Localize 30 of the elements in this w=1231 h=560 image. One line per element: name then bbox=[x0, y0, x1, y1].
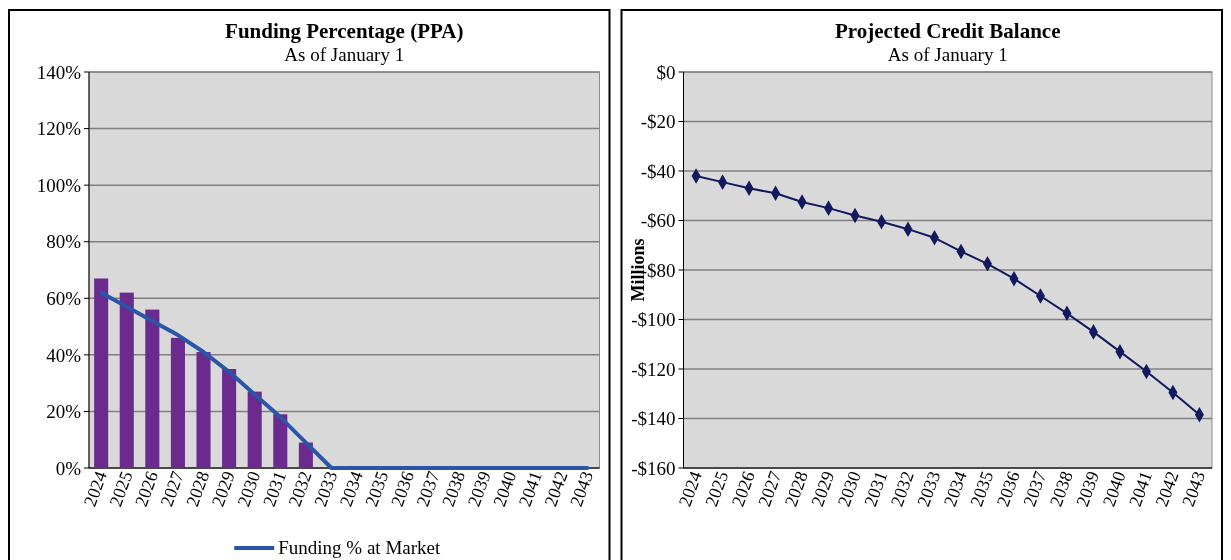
y-tick-label: 20% bbox=[46, 401, 82, 423]
y-tick-label: 80% bbox=[46, 231, 82, 253]
y-tick-label: -$60 bbox=[640, 210, 676, 232]
y-tick-label: 120% bbox=[36, 118, 82, 140]
bar bbox=[119, 292, 134, 468]
legend-label: Funding % at Market bbox=[278, 537, 441, 558]
chart-subtitle: As of January 1 bbox=[284, 44, 405, 65]
y-tick-label: -$20 bbox=[640, 111, 676, 133]
y-tick-label: 40% bbox=[46, 344, 82, 366]
y-tick-label: -$40 bbox=[640, 160, 676, 182]
line-series bbox=[99, 290, 590, 470]
chart-subtitle: As of January 1 bbox=[887, 44, 1008, 65]
bar bbox=[94, 278, 109, 468]
y-tick-label: 0% bbox=[55, 457, 82, 479]
y-tick-label: -$140 bbox=[631, 408, 676, 430]
bar bbox=[170, 337, 185, 468]
y-tick-label: 100% bbox=[36, 174, 82, 196]
y-tick-label: -$100 bbox=[631, 309, 676, 331]
bar bbox=[145, 309, 160, 468]
y-tick-label: 140% bbox=[36, 61, 82, 83]
y-tick-label: 60% bbox=[46, 287, 82, 309]
chart-title: Funding Percentage (PPA) bbox=[225, 19, 464, 43]
chart-title: Projected Credit Balance bbox=[835, 19, 1061, 43]
bar bbox=[247, 391, 262, 468]
y-tick-label: $0 bbox=[656, 61, 676, 83]
bar bbox=[196, 352, 211, 468]
bar bbox=[222, 369, 237, 468]
y-tick-label: -$160 bbox=[631, 457, 676, 479]
bar bbox=[273, 414, 288, 468]
y-tick-label: -$120 bbox=[631, 358, 676, 380]
